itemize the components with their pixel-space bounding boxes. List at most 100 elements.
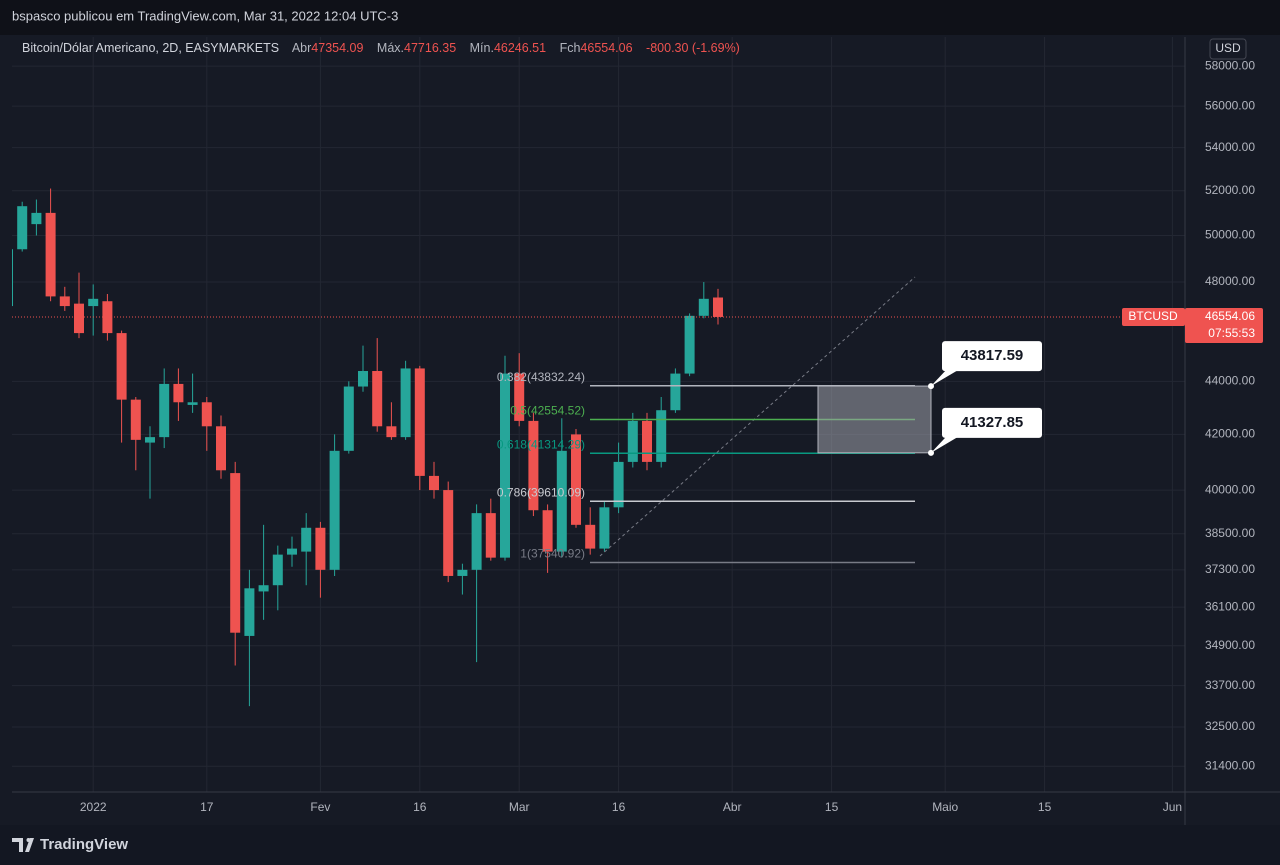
candle-body — [443, 490, 454, 576]
candle-body — [17, 206, 28, 250]
low-label: Mín. — [470, 41, 494, 55]
candle-body — [642, 420, 652, 462]
candle-body — [400, 368, 411, 438]
candle-body — [145, 437, 155, 443]
close-value: 46554.06 — [580, 41, 632, 55]
candle-body — [130, 399, 141, 440]
x-tick-label: Jun — [1163, 800, 1182, 814]
candle-body — [116, 333, 127, 400]
candle-body — [500, 373, 510, 558]
candle-body — [329, 450, 340, 570]
callout-label: 41327.85 — [961, 414, 1024, 431]
candle-body — [542, 510, 553, 552]
candle-body — [556, 450, 567, 552]
candle-body — [88, 298, 99, 307]
y-tick-label: 52000.00 — [1205, 183, 1255, 197]
candle-body — [485, 513, 496, 558]
low-value: 46246.51 — [494, 41, 546, 55]
candle-body — [599, 507, 610, 549]
y-tick-label: 33700.00 — [1205, 678, 1255, 692]
y-tick-label: 56000.00 — [1205, 98, 1255, 112]
candle-body — [244, 588, 255, 636]
callout-box — [942, 407, 1042, 438]
candle-body — [201, 402, 212, 427]
tradingview-logo — [12, 838, 34, 852]
top-bar — [0, 0, 1280, 35]
candle-body — [571, 434, 581, 525]
trend-line — [599, 276, 916, 557]
x-tick-label: 15 — [825, 800, 839, 814]
y-tick-label: 42000.00 — [1205, 427, 1255, 441]
candle-body — [102, 301, 113, 334]
high-value: 47716.35 — [404, 41, 456, 55]
x-tick-label: Maio — [932, 800, 958, 814]
candle-body — [12, 249, 13, 307]
x-tick-label: Abr — [723, 800, 742, 814]
candle-body — [684, 315, 695, 374]
y-tick-label: 48000.00 — [1205, 274, 1255, 288]
last-price-tag — [1185, 307, 1263, 343]
y-tick-label: 38500.00 — [1205, 526, 1255, 540]
candle-body — [173, 383, 184, 403]
candle-body — [698, 298, 709, 316]
fib-level-label: 0.786(39610.09) — [497, 485, 585, 499]
x-tick-label: 17 — [200, 800, 214, 814]
high-label: Máx. — [377, 41, 404, 55]
candle-body — [187, 402, 198, 405]
candle-body — [457, 569, 468, 576]
logo-dot — [26, 838, 31, 842]
candle-body — [272, 554, 283, 586]
callout-box — [942, 341, 1042, 372]
symbol-header: Bitcoin/Dólar Americano, 2D, EASYMARKETS… — [22, 41, 740, 55]
fib-level-label: 0.382(43832.24) — [497, 370, 585, 384]
open-label: Abr — [292, 41, 311, 55]
candle-body — [74, 303, 84, 334]
candle-body — [372, 371, 383, 427]
candle-body — [258, 585, 269, 592]
candle-body — [230, 473, 241, 633]
x-tick-label: Fev — [310, 800, 330, 814]
x-tick-label: 2022 — [80, 800, 107, 814]
open-value: 47354.09 — [311, 41, 363, 55]
currency-button[interactable] — [1209, 38, 1247, 60]
candle-body — [159, 383, 170, 438]
candle-body — [613, 461, 624, 508]
candle-body — [528, 420, 539, 511]
symbol-tag — [1122, 307, 1185, 326]
fib-level-label: 0.618(41314.29) — [497, 437, 585, 451]
candle-body — [656, 410, 667, 462]
footer — [0, 825, 1280, 865]
y-tick-label: 37300.00 — [1205, 562, 1255, 576]
logo-mark — [12, 838, 34, 852]
symbol-title: Bitcoin/Dólar Americano, 2D, EASYMARKETS — [22, 41, 279, 55]
candle-body — [45, 212, 56, 297]
y-tick-label: 36100.00 — [1205, 599, 1255, 613]
y-tick-label: 34900.00 — [1205, 638, 1255, 652]
candle-body — [287, 548, 297, 555]
last-price-label: 46554.06 — [1205, 309, 1255, 323]
candle-body — [514, 373, 525, 421]
currency-label[interactable]: USD — [1215, 41, 1241, 55]
callout-pointer — [931, 436, 958, 453]
candle-body — [216, 426, 226, 471]
fib-level-label: 0.5(42554.52) — [510, 404, 585, 418]
grid — [12, 37, 1185, 792]
y-tick-label: 32500.00 — [1205, 719, 1255, 733]
candle-body — [414, 368, 425, 476]
fib-level-label: 1(37540.92) — [520, 547, 585, 561]
candle-body — [343, 386, 354, 451]
drawings: 0.382(43832.24) 0.5(42554.52) 0.618(41314.… — [497, 276, 1042, 564]
change-value: -800.30 (-1.69%) — [646, 41, 740, 55]
candle-body — [386, 426, 397, 438]
publisher-line: bspasco publicou em TradingView.com, Mar… — [12, 8, 398, 23]
candle-body — [59, 296, 70, 307]
y-tick-label: 40000.00 — [1205, 482, 1255, 496]
candle-body — [585, 524, 596, 549]
countdown-label: 07:55:53 — [1208, 326, 1255, 340]
y-tick-label: 44000.00 — [1205, 374, 1255, 388]
y-tick-label: 31400.00 — [1205, 758, 1255, 772]
x-tick-label: 16 — [612, 800, 626, 814]
candle-body — [301, 527, 312, 552]
y-tick-label: 58000.00 — [1205, 58, 1255, 72]
